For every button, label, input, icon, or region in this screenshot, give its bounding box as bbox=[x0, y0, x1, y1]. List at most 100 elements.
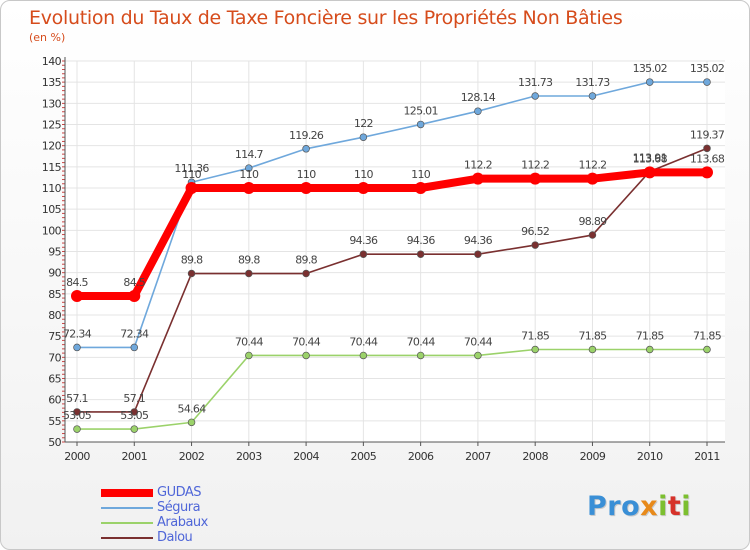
data-point-dalou bbox=[703, 144, 711, 153]
data-label-arabaux: 53.05 bbox=[63, 409, 92, 422]
legend-swatch-segura bbox=[101, 506, 153, 509]
data-point-sgura bbox=[73, 343, 81, 352]
y-tick-label: 100 bbox=[42, 224, 62, 237]
y-tick-label: 125 bbox=[42, 119, 62, 132]
y-tick-label: 80 bbox=[48, 309, 61, 322]
x-tick-label: 2003 bbox=[236, 450, 262, 463]
data-label-sgura: 111.36 bbox=[174, 162, 209, 175]
data-label-gudas: 112.2 bbox=[578, 159, 606, 172]
x-tick-label: 2001 bbox=[121, 450, 147, 463]
data-label-dalou: 94.36 bbox=[464, 234, 493, 247]
y-tick-label: 95 bbox=[48, 246, 61, 259]
data-label-arabaux: 70.44 bbox=[292, 335, 321, 348]
data-label-sgura: 135.02 bbox=[633, 62, 667, 75]
x-tick-label: 2000 bbox=[64, 450, 90, 463]
data-label-gudas: 110 bbox=[297, 168, 317, 181]
x-tick-label: 2007 bbox=[465, 450, 491, 463]
legend-label-arabaux: Arabaux bbox=[157, 515, 208, 530]
data-label-arabaux: 71.85 bbox=[521, 330, 550, 343]
y-tick-label: 135 bbox=[42, 76, 62, 89]
data-point-gudas bbox=[586, 172, 599, 185]
data-point-sgura bbox=[588, 92, 597, 100]
x-tick-label: 2005 bbox=[351, 450, 377, 463]
legend-item-dalou: Dalou bbox=[101, 530, 208, 545]
data-point-gudas bbox=[71, 289, 83, 302]
data-point-gudas bbox=[185, 182, 198, 194]
y-axis-unit-label: (en %) bbox=[29, 31, 66, 44]
data-point-dalou bbox=[416, 250, 425, 258]
data-point-sgura bbox=[302, 145, 310, 153]
data-point-sgura bbox=[130, 343, 139, 352]
data-point-arabaux bbox=[245, 351, 253, 360]
y-tick-label: 50 bbox=[48, 436, 61, 449]
y-tick-label: 70 bbox=[48, 351, 61, 364]
data-point-sgura bbox=[645, 78, 654, 86]
legend-swatch-dalou bbox=[101, 536, 153, 539]
data-label-gudas: 84.5 bbox=[66, 276, 88, 289]
x-tick-label: 2011 bbox=[694, 450, 720, 463]
data-label-dalou: 119.37 bbox=[690, 128, 725, 141]
data-point-dalou bbox=[359, 250, 368, 258]
data-label-sgura: 72.34 bbox=[120, 327, 149, 340]
data-point-arabaux bbox=[703, 345, 711, 354]
data-point-arabaux bbox=[359, 351, 368, 360]
y-tick-label: 55 bbox=[48, 415, 61, 428]
legend-item-segura: Ségura bbox=[101, 500, 208, 515]
data-label-gudas: 110 bbox=[182, 168, 202, 181]
data-point-sgura bbox=[531, 92, 539, 100]
y-tick-label: 115 bbox=[42, 161, 62, 174]
legend-item-gudas: GUDAS bbox=[101, 485, 208, 500]
data-label-gudas: 113.68 bbox=[633, 152, 668, 165]
y-tick-label: 75 bbox=[48, 330, 61, 343]
data-point-sgura bbox=[703, 78, 711, 86]
y-tick-label: 65 bbox=[48, 373, 61, 386]
data-label-gudas: 112.2 bbox=[521, 159, 549, 172]
data-point-dalou bbox=[474, 250, 482, 258]
data-label-dalou: 57.1 bbox=[123, 392, 145, 405]
data-label-gudas: 84.5 bbox=[123, 276, 145, 289]
data-label-dalou: 96.52 bbox=[521, 225, 549, 238]
data-point-sgura bbox=[359, 133, 368, 141]
chart-title: Evolution du Taux de Taxe Foncière sur l… bbox=[29, 7, 623, 29]
data-label-arabaux: 54.64 bbox=[178, 402, 207, 415]
x-tick-label: 2008 bbox=[522, 450, 548, 463]
data-label-dalou: 89.8 bbox=[295, 254, 317, 267]
x-tick-label: 2002 bbox=[179, 450, 205, 463]
data-label-arabaux: 71.85 bbox=[693, 330, 722, 343]
legend-swatch-gudas bbox=[101, 488, 153, 497]
x-tick-label: 2004 bbox=[293, 450, 319, 463]
data-point-arabaux bbox=[474, 351, 482, 360]
data-point-gudas bbox=[414, 182, 427, 194]
data-label-dalou: 94.36 bbox=[407, 234, 436, 247]
proxiti-logo: Proxiti bbox=[587, 491, 692, 522]
y-tick-label: 120 bbox=[42, 140, 62, 153]
data-point-gudas bbox=[357, 182, 370, 194]
data-point-dalou bbox=[187, 269, 196, 278]
data-label-sgura: 131.73 bbox=[575, 76, 610, 89]
data-label-arabaux: 71.85 bbox=[636, 330, 665, 343]
data-label-dalou: 113.91 bbox=[633, 151, 667, 164]
y-tick-label: 85 bbox=[48, 288, 61, 301]
data-point-sgura bbox=[474, 107, 482, 115]
data-label-sgura: 125.01 bbox=[403, 104, 437, 117]
data-label-dalou: 89.8 bbox=[238, 254, 260, 267]
data-point-dalou bbox=[588, 231, 597, 239]
data-point-gudas bbox=[300, 182, 313, 194]
data-label-sgura: 119.26 bbox=[289, 129, 324, 142]
x-tick-label: 2010 bbox=[637, 450, 663, 463]
data-point-arabaux bbox=[416, 351, 425, 360]
data-point-arabaux bbox=[73, 425, 81, 433]
data-label-sgura: 135.02 bbox=[690, 62, 724, 75]
series-line-dalou bbox=[76, 147, 708, 413]
data-point-sgura bbox=[245, 164, 253, 172]
data-label-dalou: 94.36 bbox=[349, 234, 378, 247]
data-label-gudas: 113.68 bbox=[690, 152, 725, 165]
y-tick-label: 130 bbox=[42, 97, 62, 110]
data-label-sgura: 114.7 bbox=[235, 148, 264, 161]
legend-label-gudas: GUDAS bbox=[157, 485, 202, 500]
data-label-sgura: 131.73 bbox=[518, 76, 553, 89]
data-label-sgura: 128.14 bbox=[461, 91, 496, 104]
data-point-sgura bbox=[416, 120, 425, 129]
data-point-gudas bbox=[643, 166, 656, 179]
